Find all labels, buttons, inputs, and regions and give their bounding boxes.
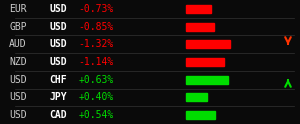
FancyBboxPatch shape: [186, 23, 214, 31]
Text: USD: USD: [9, 92, 27, 102]
Text: +0.63%: +0.63%: [79, 75, 114, 85]
FancyBboxPatch shape: [186, 76, 228, 84]
Text: CAD: CAD: [50, 110, 67, 120]
Text: NZD: NZD: [9, 57, 27, 67]
Text: USD: USD: [50, 4, 67, 14]
Text: JPY: JPY: [50, 92, 67, 102]
Text: -1.32%: -1.32%: [79, 39, 114, 49]
Text: USD: USD: [9, 110, 27, 120]
Text: USD: USD: [50, 22, 67, 32]
Text: +0.40%: +0.40%: [79, 92, 114, 102]
Text: USD: USD: [9, 75, 27, 85]
FancyBboxPatch shape: [186, 40, 230, 48]
Text: -0.73%: -0.73%: [79, 4, 114, 14]
FancyBboxPatch shape: [186, 5, 211, 13]
FancyBboxPatch shape: [186, 93, 207, 101]
Text: GBP: GBP: [9, 22, 27, 32]
FancyBboxPatch shape: [186, 111, 215, 119]
Text: -1.14%: -1.14%: [79, 57, 114, 67]
Text: CHF: CHF: [50, 75, 67, 85]
Text: -0.85%: -0.85%: [79, 22, 114, 32]
Text: EUR: EUR: [9, 4, 27, 14]
Text: AUD: AUD: [9, 39, 27, 49]
Text: USD: USD: [50, 57, 67, 67]
FancyBboxPatch shape: [186, 58, 224, 66]
Text: +0.54%: +0.54%: [79, 110, 114, 120]
Text: USD: USD: [50, 39, 67, 49]
